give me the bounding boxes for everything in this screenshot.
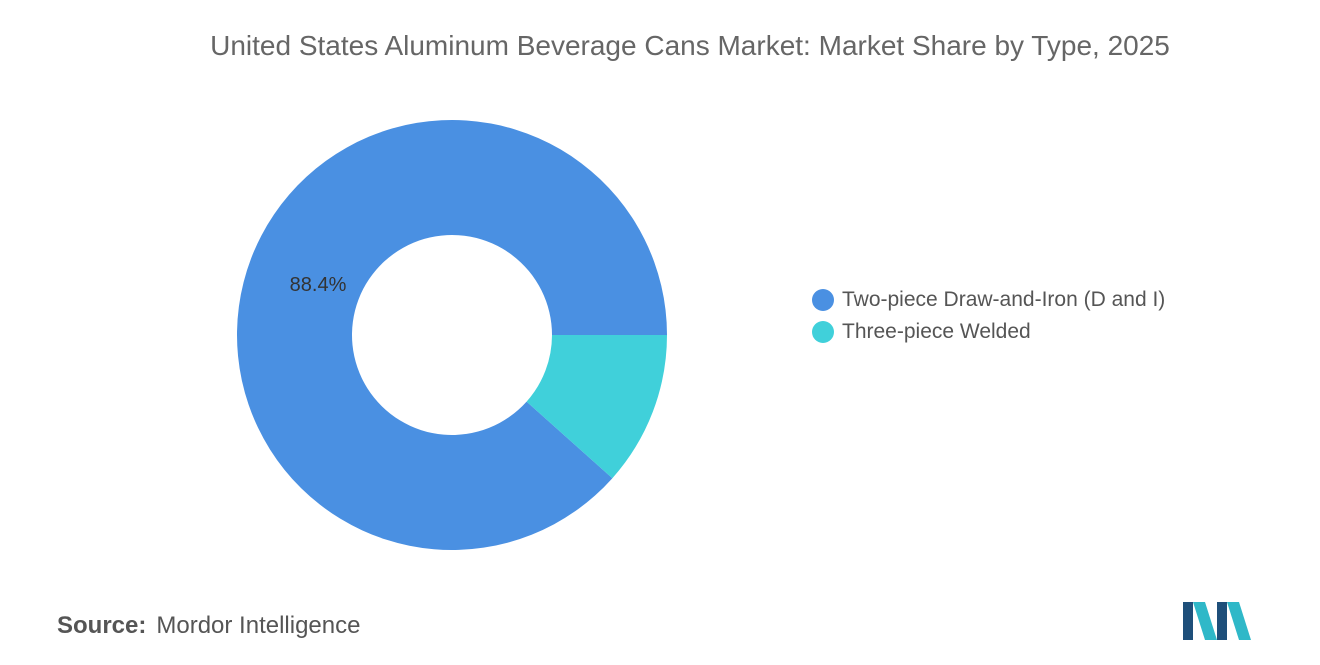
donut-slice-two-piece[interactable]	[236, 119, 667, 550]
source-label: Source:	[57, 612, 147, 639]
donut-data-labels: 88.4%	[290, 274, 347, 296]
source-text: Mordor Intelligence	[156, 612, 361, 639]
logo-shape-diag-1	[1193, 602, 1217, 640]
legend-item-three-piece[interactable]: Three-piece Welded	[812, 316, 1165, 348]
legend-item-two-piece[interactable]: Two-piece Draw-and-Iron (D and I)	[812, 284, 1165, 316]
donut-slices	[236, 119, 667, 550]
chart-legend: Two-piece Draw-and-Iron (D and I) Three-…	[812, 284, 1165, 348]
logo-shape-left	[1183, 602, 1193, 640]
donut-slice-three-piece[interactable]	[526, 335, 667, 479]
mordor-intelligence-logo-icon	[1183, 602, 1251, 640]
logo-shape-mid	[1217, 602, 1227, 640]
legend-label-three-piece: Three-piece Welded	[842, 320, 1031, 343]
source-note: Source: Mordor Intelligence	[57, 612, 360, 640]
logo-shape-diag-2	[1227, 602, 1251, 640]
chart-title: United States Aluminum Beverage Cans Mar…	[210, 30, 1170, 61]
legend-swatch-two-piece	[812, 289, 834, 311]
data-label-two-piece: 88.4%	[290, 274, 347, 296]
legend-label-two-piece: Two-piece Draw-and-Iron (D and I)	[842, 288, 1166, 311]
legend-swatch-three-piece	[812, 321, 834, 343]
